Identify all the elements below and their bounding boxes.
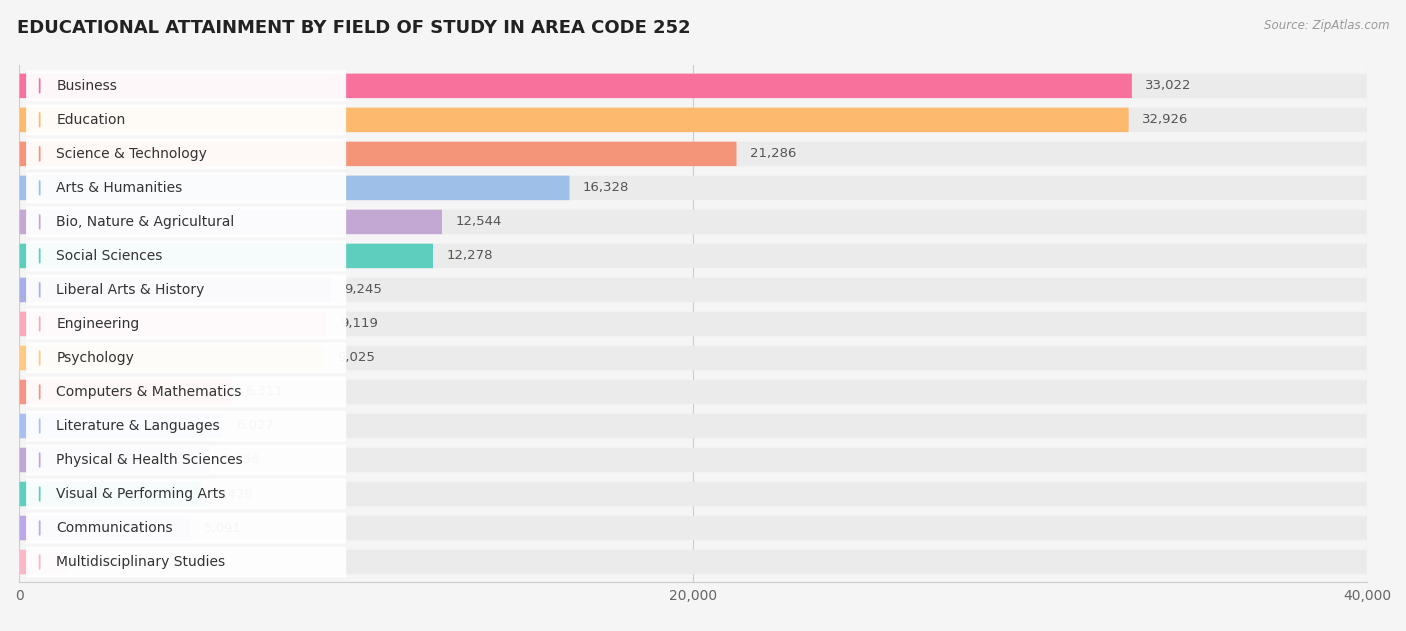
- Text: Literature & Languages: Literature & Languages: [56, 419, 221, 433]
- FancyBboxPatch shape: [20, 244, 1367, 268]
- FancyBboxPatch shape: [20, 380, 232, 404]
- FancyBboxPatch shape: [20, 209, 441, 234]
- Text: 16,328: 16,328: [583, 182, 630, 194]
- FancyBboxPatch shape: [27, 172, 346, 203]
- FancyBboxPatch shape: [20, 481, 1367, 506]
- FancyBboxPatch shape: [20, 108, 1129, 132]
- FancyBboxPatch shape: [27, 240, 346, 271]
- FancyBboxPatch shape: [27, 104, 346, 136]
- Text: Psychology: Psychology: [56, 351, 135, 365]
- Text: 12,544: 12,544: [456, 215, 502, 228]
- Text: 6,311: 6,311: [246, 386, 284, 399]
- FancyBboxPatch shape: [20, 550, 1367, 574]
- FancyBboxPatch shape: [20, 278, 330, 302]
- Text: Education: Education: [56, 113, 125, 127]
- Text: Engineering: Engineering: [56, 317, 139, 331]
- FancyBboxPatch shape: [20, 481, 202, 506]
- FancyBboxPatch shape: [20, 209, 1367, 234]
- FancyBboxPatch shape: [27, 343, 346, 374]
- Text: EDUCATIONAL ATTAINMENT BY FIELD OF STUDY IN AREA CODE 252: EDUCATIONAL ATTAINMENT BY FIELD OF STUDY…: [17, 19, 690, 37]
- FancyBboxPatch shape: [27, 206, 346, 237]
- Text: Business: Business: [56, 79, 117, 93]
- Text: 6,027: 6,027: [236, 420, 274, 432]
- FancyBboxPatch shape: [27, 377, 346, 408]
- Text: Computers & Mathematics: Computers & Mathematics: [56, 385, 242, 399]
- FancyBboxPatch shape: [20, 516, 1367, 540]
- FancyBboxPatch shape: [20, 108, 1367, 132]
- FancyBboxPatch shape: [20, 516, 191, 540]
- FancyBboxPatch shape: [20, 74, 1132, 98]
- Text: Arts & Humanities: Arts & Humanities: [56, 181, 183, 195]
- Text: 12,278: 12,278: [447, 249, 494, 262]
- Text: 1,480: 1,480: [83, 555, 121, 569]
- Text: Social Sciences: Social Sciences: [56, 249, 163, 263]
- FancyBboxPatch shape: [20, 278, 1367, 302]
- FancyBboxPatch shape: [20, 550, 69, 574]
- FancyBboxPatch shape: [20, 380, 1367, 404]
- FancyBboxPatch shape: [20, 346, 323, 370]
- FancyBboxPatch shape: [20, 346, 1367, 370]
- Text: 5,656: 5,656: [224, 454, 262, 466]
- Text: 9,119: 9,119: [340, 317, 378, 331]
- Text: 9,025: 9,025: [337, 351, 375, 365]
- Text: 5,428: 5,428: [215, 488, 253, 500]
- FancyBboxPatch shape: [27, 274, 346, 305]
- FancyBboxPatch shape: [20, 244, 433, 268]
- Text: Source: ZipAtlas.com: Source: ZipAtlas.com: [1264, 19, 1389, 32]
- FancyBboxPatch shape: [20, 175, 569, 200]
- FancyBboxPatch shape: [20, 414, 1367, 439]
- FancyBboxPatch shape: [27, 444, 346, 476]
- Text: 21,286: 21,286: [749, 148, 796, 160]
- FancyBboxPatch shape: [27, 309, 346, 339]
- Text: Bio, Nature & Agricultural: Bio, Nature & Agricultural: [56, 215, 235, 229]
- FancyBboxPatch shape: [20, 312, 326, 336]
- FancyBboxPatch shape: [27, 512, 346, 543]
- FancyBboxPatch shape: [20, 448, 209, 472]
- Text: 33,022: 33,022: [1146, 80, 1192, 92]
- Text: Multidisciplinary Studies: Multidisciplinary Studies: [56, 555, 225, 569]
- FancyBboxPatch shape: [20, 175, 1367, 200]
- FancyBboxPatch shape: [27, 411, 346, 442]
- FancyBboxPatch shape: [20, 74, 1367, 98]
- FancyBboxPatch shape: [20, 142, 737, 166]
- FancyBboxPatch shape: [20, 312, 1367, 336]
- FancyBboxPatch shape: [27, 138, 346, 169]
- Text: 32,926: 32,926: [1142, 114, 1188, 126]
- FancyBboxPatch shape: [20, 448, 1367, 472]
- Text: 9,245: 9,245: [344, 283, 382, 297]
- Text: Science & Technology: Science & Technology: [56, 147, 207, 161]
- FancyBboxPatch shape: [27, 546, 346, 577]
- Text: Liberal Arts & History: Liberal Arts & History: [56, 283, 205, 297]
- FancyBboxPatch shape: [27, 71, 346, 102]
- FancyBboxPatch shape: [20, 414, 222, 439]
- Text: Physical & Health Sciences: Physical & Health Sciences: [56, 453, 243, 467]
- Text: Communications: Communications: [56, 521, 173, 535]
- Text: Visual & Performing Arts: Visual & Performing Arts: [56, 487, 226, 501]
- Text: 5,091: 5,091: [204, 521, 242, 534]
- FancyBboxPatch shape: [27, 478, 346, 509]
- FancyBboxPatch shape: [20, 142, 1367, 166]
